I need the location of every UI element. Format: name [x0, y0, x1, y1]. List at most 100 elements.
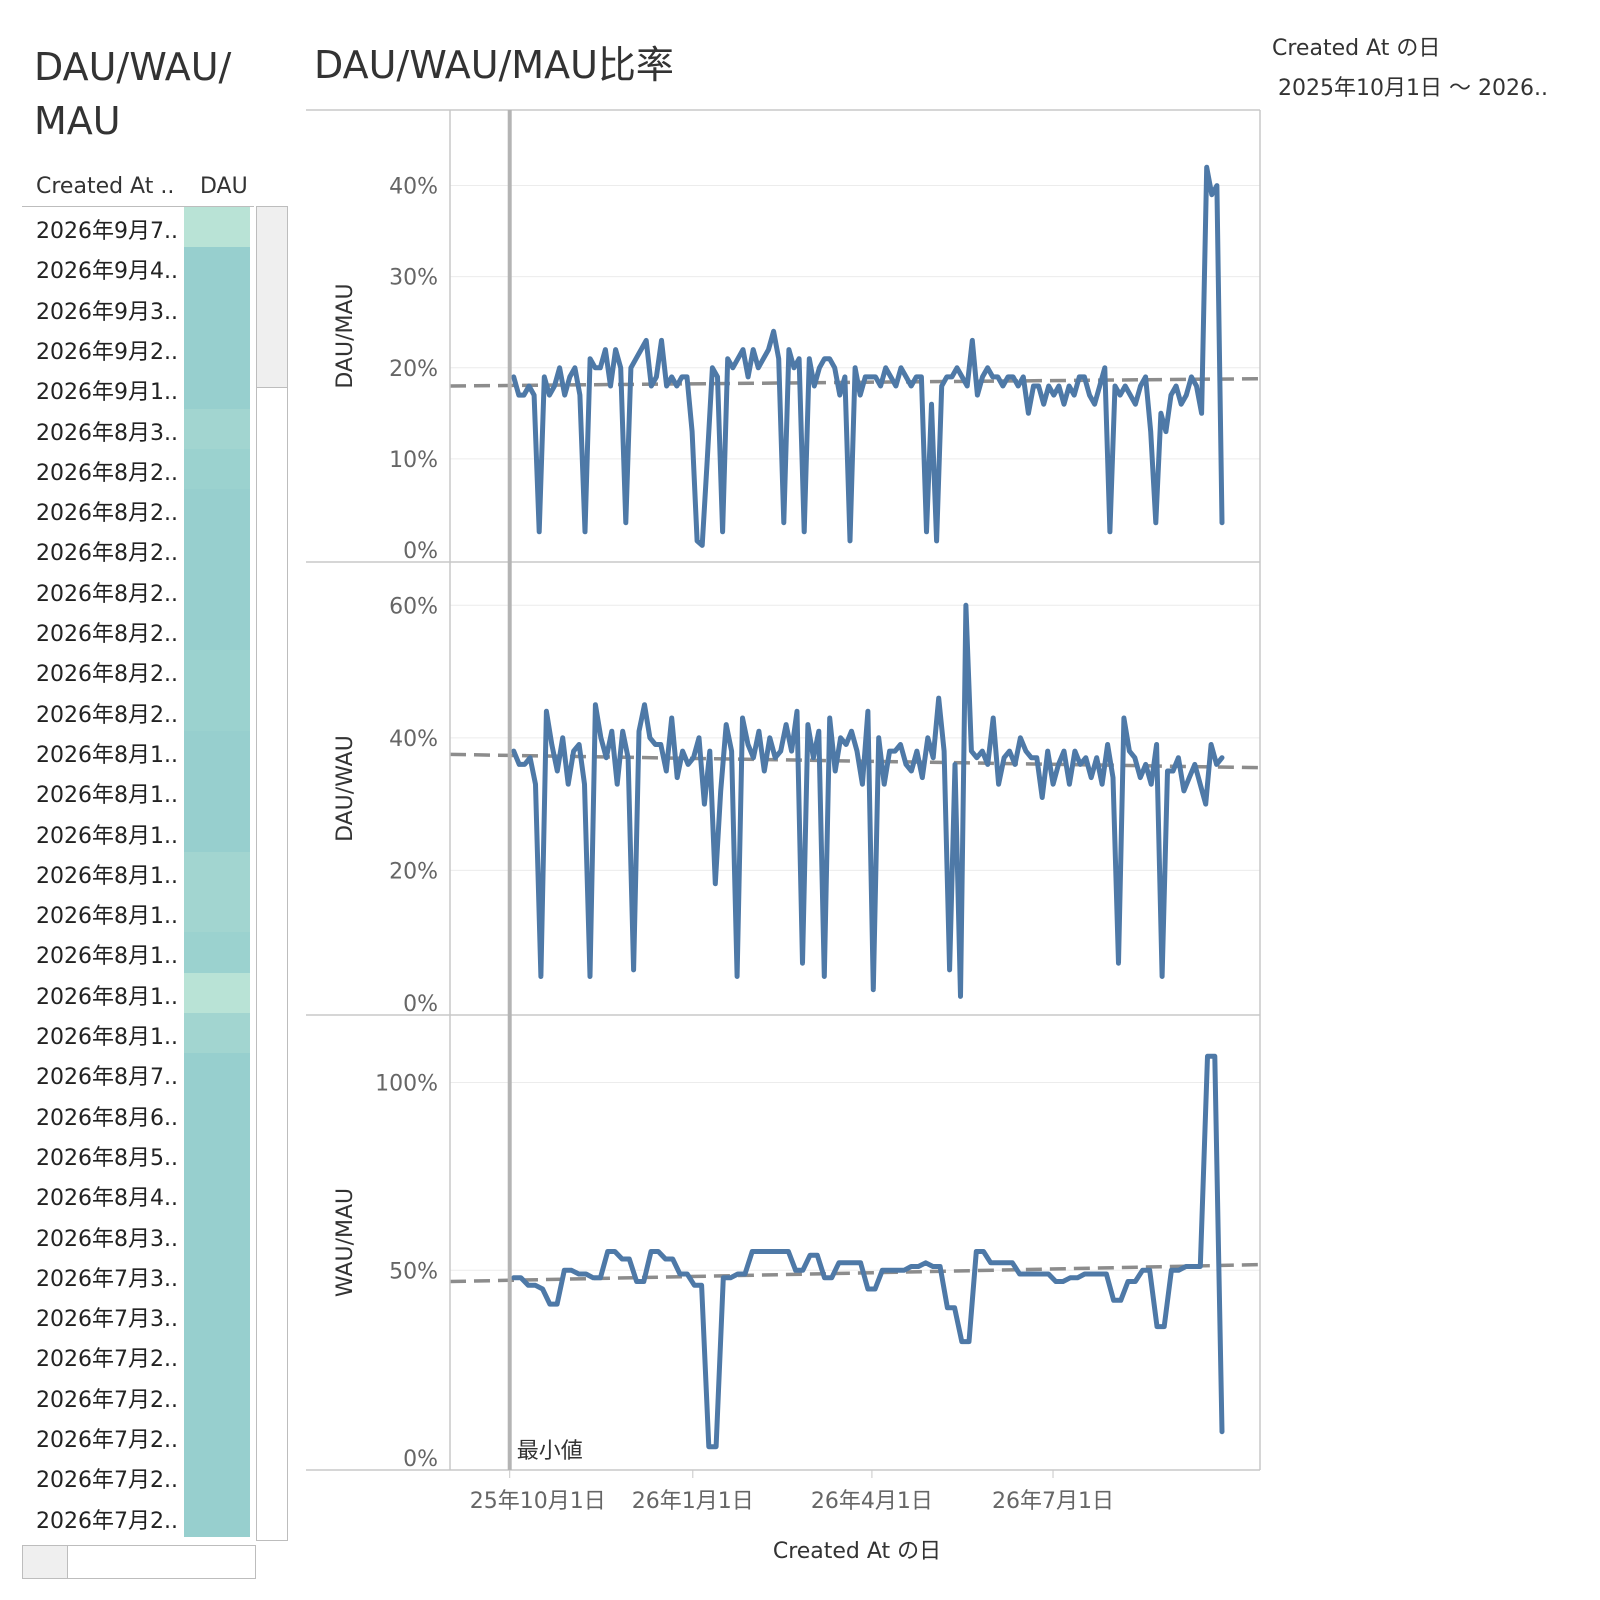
dau-heat-cell[interactable]: [184, 1496, 250, 1538]
row-date-label[interactable]: 2026年8月1..: [36, 863, 178, 889]
y-tick-label: 50%: [389, 1259, 438, 1284]
y-tick-label: 10%: [389, 448, 438, 473]
dau-heat-cell[interactable]: [184, 1053, 250, 1095]
x-tick-label: 26年4月1日: [811, 1489, 933, 1514]
row-date-label[interactable]: 2026年8月6..: [36, 1105, 178, 1131]
row-date-label[interactable]: 2026年7月2..: [36, 1387, 178, 1413]
dau-heat-cell[interactable]: [184, 892, 250, 933]
dau-heat-cell[interactable]: [184, 932, 250, 974]
dau-heat-cell[interactable]: [184, 1456, 250, 1498]
x-axis-title: Created At の日: [773, 1539, 941, 1564]
dau-heat-cell[interactable]: [184, 529, 250, 571]
dau-heat-cell[interactable]: [184, 408, 250, 450]
left-title-line1: DAU/WAU/: [34, 45, 232, 89]
series-line: [511, 602, 1225, 999]
dau-heat-cell[interactable]: [184, 1093, 250, 1135]
row-date-label[interactable]: 2026年7月3..: [36, 1307, 178, 1333]
y-tick-label: 40%: [389, 175, 438, 200]
dau-heat-cell[interactable]: [184, 1335, 250, 1377]
reference-line-label: 最小値: [517, 1439, 583, 1464]
dau-heat-cell[interactable]: [184, 1295, 250, 1336]
dau-heat-cell[interactable]: [184, 327, 250, 369]
x-tick-label: 26年1月1日: [632, 1489, 754, 1514]
row-date-label[interactable]: 2026年8月2..: [36, 541, 178, 567]
row-date-label[interactable]: 2026年8月1..: [36, 984, 178, 1010]
row-date-label[interactable]: 2026年8月2..: [36, 460, 178, 486]
row-date-label[interactable]: 2026年8月1..: [36, 904, 178, 930]
dau-heat-cell[interactable]: [184, 1013, 250, 1054]
row-date-label[interactable]: 2026年9月3..: [36, 299, 178, 325]
row-date-label[interactable]: 2026年9月4..: [36, 259, 178, 285]
row-date-label[interactable]: 2026年8月7..: [36, 1065, 178, 1091]
dau-heat-cell[interactable]: [184, 650, 250, 692]
date-filter-card[interactable]: Created At の日 2025年10月1日 〜 2026..: [1272, 30, 1592, 102]
left-title-line2: MAU: [34, 99, 121, 143]
row-date-label[interactable]: 2026年7月2..: [36, 1508, 178, 1534]
dau-heat-cell[interactable]: [184, 610, 250, 651]
dau-heat-cell[interactable]: [184, 448, 250, 490]
row-date-label[interactable]: 2026年7月2..: [36, 1347, 178, 1373]
column-header-dau[interactable]: DAU: [200, 174, 248, 199]
y-tick-label: 100%: [375, 1072, 438, 1097]
row-date-label[interactable]: 2026年7月2..: [36, 1468, 178, 1494]
date-filter-title: Created At の日: [1272, 36, 1441, 61]
dau-heat-cell[interactable]: [184, 1254, 250, 1296]
dau-heat-cell[interactable]: [184, 1375, 250, 1417]
date-filter-value[interactable]: 2025年10月1日 〜 2026..: [1278, 76, 1548, 101]
row-date-label[interactable]: 2026年8月2..: [36, 622, 178, 647]
row-date-label[interactable]: 2026年7月2..: [36, 1428, 178, 1453]
trend-line: [449, 376, 1261, 388]
chart-title: DAU/WAU/MAU比率: [314, 43, 674, 87]
column-header-date[interactable]: Created At ..: [36, 174, 175, 199]
row-date-label[interactable]: 2026年9月7..: [36, 219, 178, 244]
row-date-label[interactable]: 2026年8月2..: [36, 581, 178, 607]
dau-heat-cell[interactable]: [184, 972, 250, 1014]
row-date-label[interactable]: 2026年8月2..: [36, 501, 178, 527]
horizontal-scrollbar[interactable]: [22, 1545, 256, 1579]
row-date-label[interactable]: 2026年8月2..: [36, 662, 178, 688]
row-date-label[interactable]: 2026年8月5..: [36, 1145, 178, 1171]
row-date-label[interactable]: 2026年8月1..: [36, 944, 178, 970]
y-tick-label: 30%: [389, 266, 438, 291]
row-date-label[interactable]: 2026年8月1..: [36, 823, 178, 849]
dau-heat-cell[interactable]: [184, 1133, 250, 1175]
dau-heat-cell[interactable]: [184, 569, 250, 611]
row-date-label[interactable]: 2026年8月1..: [36, 742, 178, 768]
dau-heat-cell[interactable]: [184, 287, 250, 329]
dau-heat-cell[interactable]: [184, 489, 250, 530]
horizontal-scrollbar-thumb[interactable]: [23, 1546, 68, 1578]
dau-heat-cell[interactable]: [184, 690, 250, 732]
row-date-label[interactable]: 2026年8月4..: [36, 1186, 178, 1212]
y-tick-label: 20%: [389, 357, 438, 382]
table-body: 2026年9月7.. 2026年9月4.. 2026年9月3.. 2026年9月2..…: [0, 207, 256, 1542]
row-date-label[interactable]: 2026年8月2..: [36, 702, 178, 728]
row-date-label[interactable]: 2026年7月3..: [36, 1266, 178, 1292]
row-date-label[interactable]: 2026年8月3..: [36, 1226, 178, 1252]
row-date-label[interactable]: 2026年8月1..: [36, 1025, 178, 1050]
dau-heat-cell[interactable]: [184, 730, 250, 772]
row-date-label[interactable]: 2026年9月1..: [36, 380, 178, 406]
dau-heat-cell[interactable]: [184, 1214, 250, 1256]
dau-heat-cell[interactable]: [184, 207, 250, 248]
dau-heat-cell[interactable]: [184, 771, 250, 812]
series-line: [511, 164, 1225, 548]
dau-heat-cell[interactable]: [184, 811, 250, 853]
y-tick-label: 20%: [389, 859, 438, 884]
y-axis-title: WAU/MAU: [333, 1188, 358, 1297]
dau-heat-cell[interactable]: [184, 851, 250, 893]
series-line: [511, 1053, 1225, 1450]
row-date-label[interactable]: 2026年8月1..: [36, 783, 178, 809]
y-axis-title: DAU/WAU: [333, 735, 358, 842]
dau-heat-cell[interactable]: [184, 368, 250, 409]
row-date-label[interactable]: 2026年8月3..: [36, 420, 178, 446]
row-date-label[interactable]: 2026年9月2..: [36, 339, 178, 365]
dau-heat-cell[interactable]: [184, 1416, 250, 1457]
dau-heat-cell[interactable]: [184, 247, 250, 289]
vertical-scrollbar[interactable]: [256, 206, 288, 1541]
vertical-scrollbar-thumb[interactable]: [257, 207, 287, 388]
y-tick-label: 60%: [389, 594, 438, 619]
dau-heat-cell[interactable]: [184, 1174, 250, 1215]
header-divider: [22, 206, 254, 207]
trend-line: [449, 1262, 1261, 1284]
